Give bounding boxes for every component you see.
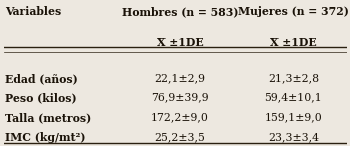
Text: Talla (metros): Talla (metros) bbox=[5, 112, 91, 123]
Text: X̅ ±1DE: X̅ ±1DE bbox=[270, 37, 317, 48]
Text: X̅ ±1DE: X̅ ±1DE bbox=[157, 37, 203, 48]
Text: 22,1±2,9: 22,1±2,9 bbox=[155, 73, 206, 83]
Text: 21,3±2,8: 21,3±2,8 bbox=[268, 73, 319, 83]
Text: 159,1±9,0: 159,1±9,0 bbox=[265, 112, 322, 122]
Text: Hombres (n = 583): Hombres (n = 583) bbox=[122, 6, 238, 17]
Text: Mujeres (n = 372): Mujeres (n = 372) bbox=[238, 6, 349, 17]
Text: 23,3±3,4: 23,3±3,4 bbox=[268, 132, 319, 142]
Text: 59,4±10,1: 59,4±10,1 bbox=[265, 92, 322, 102]
Text: Peso (kilos): Peso (kilos) bbox=[5, 92, 77, 103]
Text: Edad (años): Edad (años) bbox=[5, 73, 78, 84]
Text: IMC (kg/mt²): IMC (kg/mt²) bbox=[5, 132, 86, 143]
Text: 172,2±9,0: 172,2±9,0 bbox=[151, 112, 209, 122]
Text: Variables: Variables bbox=[5, 6, 62, 17]
Text: 25,2±3,5: 25,2±3,5 bbox=[155, 132, 205, 142]
Text: 76,9±39,9: 76,9±39,9 bbox=[151, 92, 209, 102]
